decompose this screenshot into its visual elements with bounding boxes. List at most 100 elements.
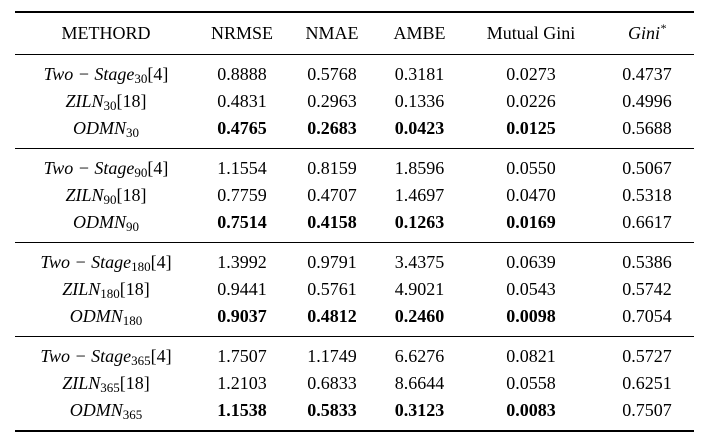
method-cell: ZILN90[18] — [15, 185, 197, 206]
table-row: ZILN180[18] 0.9441 0.5761 4.9021 0.0543 0.574… — [15, 276, 694, 303]
method-subscript: 30 — [103, 98, 117, 113]
table-row: ODMN365 1.1538 0.5833 0.3123 0.0083 0.7507 — [15, 397, 694, 424]
method-subscript: 180 — [100, 286, 120, 301]
method-subscript: 180 — [122, 313, 143, 328]
method-subscript: 90 — [126, 219, 139, 234]
header-gini-star: Gini* — [600, 22, 694, 44]
table-row: ZILN30[18] 0.4831 0.2963 0.1336 0.0226 0.4996 — [15, 88, 694, 115]
method-cell: Two − Stage90[4] — [15, 158, 197, 179]
method-subscript: 180 — [131, 259, 151, 274]
value-cell: 0.5833 — [307, 400, 357, 420]
value-cell: 0.0098 — [506, 306, 556, 326]
method-name: ODMN — [73, 212, 126, 232]
row-group: Two − Stage180[4] 1.3992 0.9791 3.4375 0.063… — [15, 243, 694, 336]
value-cell: 0.1263 — [394, 212, 445, 232]
value-cell: 0.0226 — [506, 91, 556, 111]
group-rule — [15, 242, 694, 243]
value-cell: 0.4765 — [217, 118, 267, 138]
value-cell: 0.0558 — [506, 373, 556, 393]
method-cell: ODMN365 — [15, 400, 197, 421]
value-cell: 0.7507 — [622, 400, 672, 420]
method-name: ZILN — [65, 91, 104, 111]
value-cell: 0.5688 — [622, 118, 672, 138]
value-cell: 1.3992 — [217, 252, 267, 272]
table-body: Two − Stage30[4] 0.8888 0.5768 0.3181 0.0273… — [15, 54, 694, 432]
method-name: ODMN — [69, 400, 123, 420]
method-name: Two − Stage — [43, 158, 135, 178]
bottom-rule — [15, 430, 694, 432]
table-row: ZILN90[18] 0.7759 0.4707 1.4697 0.0470 0.5318 — [15, 182, 694, 209]
value-cell: 0.9037 — [217, 306, 267, 326]
value-cell: 0.7514 — [217, 212, 267, 232]
results-table: METHORD NRMSE NMAE AMBE Mutual Gini Gini… — [15, 11, 694, 432]
value-cell: 0.7759 — [217, 185, 267, 205]
method-subscript: 30 — [134, 71, 148, 86]
header-nrmse: NRMSE — [210, 23, 273, 43]
row-group: Two − Stage90[4] 1.1554 0.8159 1.8596 0.0550… — [15, 149, 694, 242]
value-cell: 0.0423 — [394, 118, 445, 138]
value-cell: 8.6644 — [394, 373, 445, 393]
method-name: ZILN — [62, 373, 101, 393]
value-cell: 0.5761 — [307, 279, 357, 299]
method-name: ODMN — [73, 118, 126, 138]
value-cell: 0.0543 — [506, 279, 556, 299]
value-cell: 0.4158 — [307, 212, 357, 232]
method-subscript: 365 — [131, 353, 151, 368]
value-cell: 0.2460 — [394, 306, 445, 326]
value-cell: 0.1336 — [394, 91, 445, 111]
table-row: Two − Stage180[4] 1.3992 0.9791 3.4375 0.063… — [15, 249, 694, 276]
method-subscript: 365 — [122, 407, 143, 422]
value-cell: 1.1554 — [217, 158, 267, 178]
method-citation: [4] — [150, 346, 172, 366]
method-citation: [18] — [119, 279, 150, 299]
value-cell: 0.6833 — [307, 373, 357, 393]
value-cell: 4.9021 — [394, 279, 445, 299]
header-row: METHORD NRMSE NMAE AMBE Mutual Gini Gini… — [15, 13, 694, 54]
table-row: ODMN90 0.7514 0.4158 0.1263 0.0169 0.6617 — [15, 209, 694, 236]
value-cell: 0.5742 — [622, 279, 672, 299]
value-cell: 0.5727 — [622, 346, 672, 366]
method-cell: Two − Stage365[4] — [15, 346, 197, 367]
method-subscript: 365 — [100, 380, 120, 395]
header-gini-text: Gini — [627, 23, 660, 43]
method-citation: [18] — [119, 373, 150, 393]
table-row: ZILN365[18] 1.2103 0.6833 8.6644 0.0558 0.625… — [15, 370, 694, 397]
header-nmae: NMAE — [305, 23, 359, 43]
value-cell: 0.0821 — [506, 346, 556, 366]
method-cell: Two − Stage180[4] — [15, 252, 197, 273]
method-citation: [18] — [116, 185, 147, 205]
method-name: Two − Stage — [40, 346, 132, 366]
value-cell: 0.5386 — [622, 252, 672, 272]
value-cell: 1.1538 — [217, 400, 267, 420]
value-cell: 0.6251 — [622, 373, 672, 393]
method-cell: ODMN90 — [15, 212, 197, 233]
method-subscript: 30 — [126, 125, 139, 140]
value-cell: 1.2103 — [217, 373, 267, 393]
value-cell: 0.9791 — [307, 252, 357, 272]
value-cell: 1.1749 — [307, 346, 357, 366]
method-cell: Two − Stage30[4] — [15, 64, 197, 85]
value-cell: 0.5768 — [307, 64, 357, 84]
header-mutual-gini: Mutual Gini — [486, 23, 576, 43]
value-cell: 0.4707 — [307, 185, 357, 205]
value-cell: 1.7507 — [217, 346, 267, 366]
method-citation: [4] — [150, 252, 172, 272]
value-cell: 0.6617 — [622, 212, 672, 232]
method-name: Two − Stage — [40, 252, 132, 272]
group-rule — [15, 148, 694, 149]
value-cell: 0.0639 — [506, 252, 556, 272]
value-cell: 3.4375 — [394, 252, 445, 272]
table-row: Two − Stage365[4] 1.7507 1.1749 6.6276 0.082… — [15, 343, 694, 370]
method-name: ODMN — [69, 306, 123, 326]
value-cell: 0.5067 — [622, 158, 672, 178]
value-cell: 0.5318 — [622, 185, 672, 205]
value-cell: 0.4812 — [307, 306, 357, 326]
value-cell: 0.3123 — [394, 400, 445, 420]
header-method: METHORD — [61, 23, 151, 43]
value-cell: 0.0083 — [506, 400, 556, 420]
method-subscript: 90 — [103, 192, 117, 207]
value-cell: 0.2683 — [307, 118, 357, 138]
method-name: ZILN — [65, 185, 104, 205]
value-cell: 0.4831 — [217, 91, 267, 111]
value-cell: 0.0169 — [506, 212, 556, 232]
